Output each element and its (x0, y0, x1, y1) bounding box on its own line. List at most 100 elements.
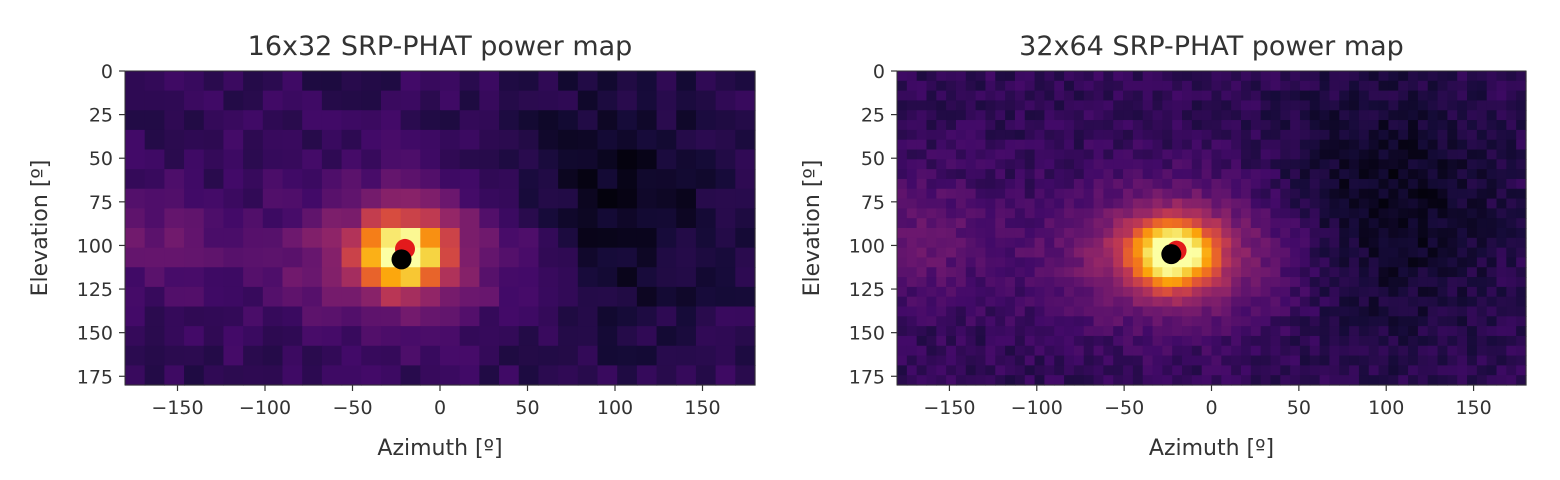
heatmap-cell (1329, 228, 1340, 239)
heatmap-cell (1388, 80, 1399, 92)
heatmap-cell (1319, 120, 1331, 131)
heatmap-cell (1358, 100, 1370, 111)
heatmap-cell (1270, 198, 1281, 209)
heatmap-cell (1162, 129, 1173, 141)
heatmap-cell (1103, 139, 1114, 151)
heatmap-cell (1290, 335, 1301, 347)
heatmap-cell (916, 208, 928, 219)
heatmap-cell (985, 208, 996, 219)
heatmap-cell (1486, 326, 1498, 337)
heatmap-cell (1132, 159, 1144, 170)
heatmap-cell (965, 247, 977, 259)
heatmap-cell (1034, 335, 1046, 347)
heatmap-cell (735, 247, 756, 268)
heatmap-cell (1496, 110, 1507, 121)
heatmap-cell (1113, 345, 1124, 357)
heatmap-cell (1073, 129, 1085, 141)
heatmap-cell (321, 228, 343, 249)
heatmap-cell (1034, 228, 1046, 239)
heatmap-cell (440, 267, 461, 288)
heatmap-cell (955, 237, 967, 249)
heatmap-cell (1073, 90, 1085, 102)
heatmap-cell (1319, 71, 1331, 82)
heatmap-cell (1349, 149, 1360, 160)
heatmap-cell (695, 149, 717, 170)
heatmap-cell (1113, 208, 1124, 219)
heatmap-cell (1270, 267, 1281, 278)
heatmap-cell (1024, 218, 1036, 229)
heatmap-cell (1476, 365, 1488, 376)
heatmap-cell (1427, 120, 1439, 131)
heatmap-cell (1123, 286, 1134, 298)
heatmap-cell (1378, 169, 1390, 180)
heatmap-cell (321, 345, 343, 366)
heatmap-cell (1309, 228, 1321, 239)
heatmap-cell (1358, 71, 1370, 82)
heatmap-cell (1211, 296, 1222, 308)
heatmap-cell (1211, 178, 1222, 190)
heatmap-cell (975, 375, 987, 386)
heatmap-cell (1260, 277, 1272, 288)
heatmap-cell (1201, 159, 1213, 170)
heatmap-cell (1123, 169, 1134, 180)
heatmap-cell (1073, 139, 1085, 151)
heatmap-cell (1290, 306, 1301, 317)
heatmap-cell (955, 80, 967, 92)
heatmap-cell (1270, 90, 1281, 102)
heatmap-cell (125, 188, 146, 209)
heatmap-cell (558, 129, 579, 151)
heatmap-cell (1152, 188, 1163, 200)
heatmap-cell (1014, 316, 1026, 327)
heatmap-cell (459, 365, 480, 386)
heatmap-cell (985, 188, 996, 200)
heatmap-cell (1467, 159, 1478, 170)
heatmap-cell (955, 316, 967, 327)
heatmap-cell (1014, 228, 1026, 239)
heatmap-cell (1486, 257, 1498, 268)
heatmap-cell (1368, 120, 1380, 131)
heatmap-cell (1447, 178, 1458, 190)
heatmap-cell (1486, 345, 1498, 357)
heatmap-cell (1496, 178, 1507, 190)
heatmap-cell (203, 90, 225, 111)
heatmap-cell (1103, 110, 1114, 121)
heatmap-cell (1152, 247, 1163, 259)
heatmap-cell (897, 110, 908, 121)
heatmap-cell (282, 267, 303, 288)
heatmap-cell (1329, 188, 1340, 200)
heatmap-cell (1221, 90, 1232, 102)
heatmap-cell (965, 335, 977, 347)
heatmap-cell (1113, 326, 1124, 337)
heatmap-cell (1152, 159, 1163, 170)
heatmap-cell (1044, 257, 1055, 268)
heatmap-cell (906, 375, 918, 386)
heatmap-cell (1034, 306, 1046, 317)
heatmap-cell (617, 188, 638, 209)
heatmap-cell (597, 110, 618, 131)
heatmap-cell (1290, 296, 1301, 308)
heatmap-cell (1358, 120, 1370, 131)
heatmap-cell (1250, 110, 1262, 121)
heatmap-cell (164, 129, 185, 151)
heatmap-cell (1191, 110, 1203, 121)
heatmap-cell (1516, 198, 1527, 209)
heatmap-cell (1044, 286, 1055, 298)
heatmap-cell (380, 129, 402, 151)
heatmap-cell (577, 71, 599, 92)
heatmap-cell (656, 149, 677, 170)
heatmap-cell (1457, 355, 1468, 366)
heatmap-cell (577, 129, 599, 151)
heatmap-cell (1378, 355, 1390, 366)
heatmap-cell (1240, 296, 1252, 308)
heatmap-cell (1408, 198, 1419, 209)
heatmap-cell (203, 129, 225, 151)
heatmap-cell (1024, 139, 1036, 151)
heatmap-cell (1201, 296, 1213, 308)
heatmap-cell (1349, 71, 1360, 82)
heatmap-cell (144, 188, 165, 209)
heatmap-cell (1290, 139, 1301, 151)
heatmap-cell (1182, 178, 1193, 190)
heatmap-cell (1349, 139, 1360, 151)
heatmap-cell (1005, 365, 1016, 376)
heatmap-cell (223, 169, 244, 190)
